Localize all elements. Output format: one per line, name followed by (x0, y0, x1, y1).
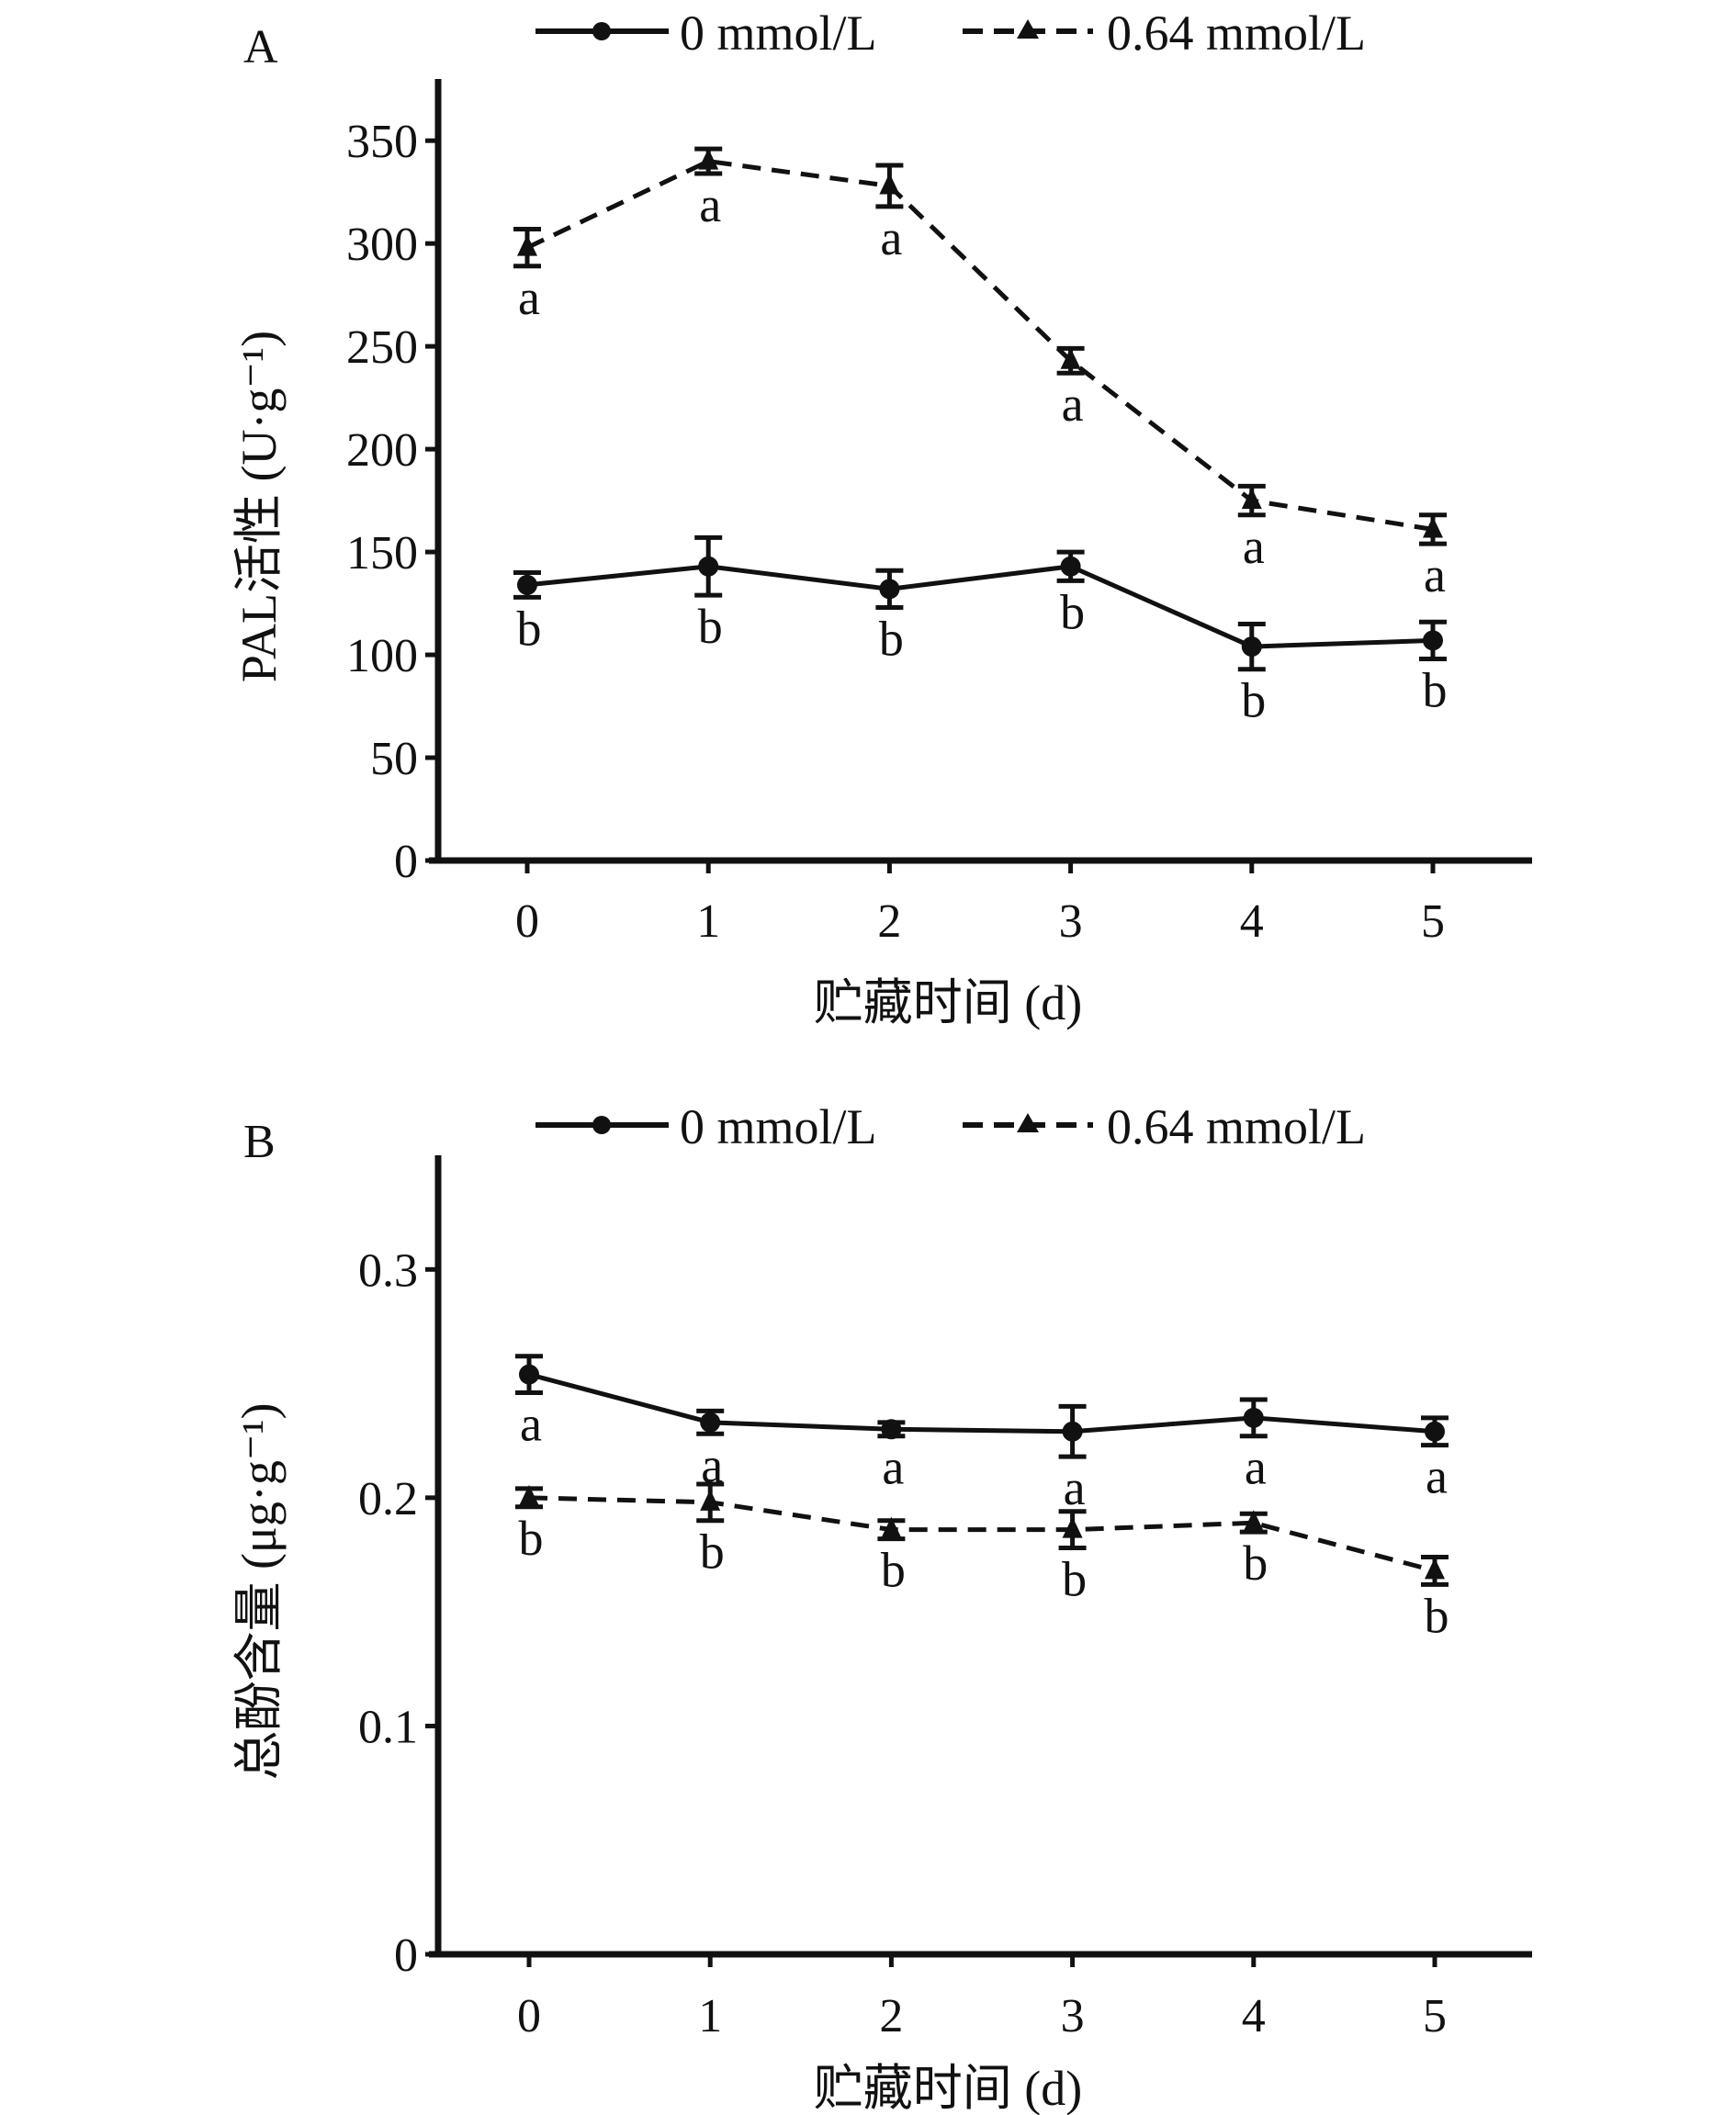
significance-letter: a (518, 270, 540, 325)
legend-marker-circle (592, 1116, 611, 1134)
significance-letter: b (879, 612, 904, 667)
legend-label-treated: 0.64 mmol/L (1107, 6, 1366, 61)
legend-marker-triangle (1017, 1113, 1039, 1132)
x-tick-label: 3 (1061, 1990, 1085, 2042)
legend: 0 mmol/L 0.64 mmol/L (535, 6, 1366, 61)
significance-letter: a (880, 210, 902, 265)
significance-letter: b (698, 599, 723, 654)
x-tick-label: 2 (877, 895, 901, 948)
x-tick-label: 0 (517, 1990, 541, 2042)
series-control: aa a a a a (515, 1354, 1449, 1515)
significance-letter: b (519, 1511, 544, 1566)
x-tick-label: 4 (1242, 1990, 1266, 2042)
data-point (1425, 1558, 1445, 1580)
data-point (698, 556, 719, 577)
y-tick-label: 150 (346, 527, 418, 579)
data-point (1425, 1421, 1445, 1442)
significance-letter: a (699, 177, 721, 232)
significance-letter: a (1062, 377, 1084, 432)
data-point (1060, 347, 1081, 369)
series-treated: b b b b b b (515, 1481, 1449, 1643)
y-tick-label: 0.3 (358, 1244, 418, 1297)
significance-letter: b (1060, 584, 1085, 639)
y-tick-label: 50 (370, 733, 418, 785)
significance-letter: b (517, 601, 542, 656)
y-tick-label: 0 (394, 836, 418, 888)
x-axis-title: 贮藏时间 (d) (814, 2061, 1082, 2115)
y-tick-label: 100 (346, 630, 418, 682)
significance-letter: a (1245, 1440, 1267, 1495)
data-point (519, 1364, 539, 1385)
data-point (1243, 1407, 1264, 1428)
data-point (1423, 630, 1443, 651)
data-point (1062, 1421, 1083, 1442)
legend-marker-triangle (1017, 19, 1039, 39)
data-point (881, 1516, 902, 1538)
data-point (881, 1419, 902, 1440)
data-point (700, 1412, 721, 1433)
significance-letter: b (1062, 1552, 1087, 1607)
significance-letter: b (700, 1524, 725, 1580)
x-tick-label: 5 (1421, 895, 1445, 948)
legend: 0 mmol/L 0.64 mmol/L (535, 1099, 1366, 1154)
y-tick-label: 0.1 (358, 1701, 418, 1753)
series-line (525, 159, 1434, 532)
significance-letter: b (881, 1543, 906, 1598)
data-point (700, 1489, 721, 1511)
panel-b: B 0 mmol/L 0.64 mmol/L 0 0.1 0.2 0.3 0 1 2 3 4 5 贮藏时间… (231, 1099, 1532, 2115)
y-tick-label: 250 (346, 321, 418, 374)
y-tick-label: 0 (394, 1929, 418, 1982)
legend-label-treated: 0.64 mmol/L (1107, 1099, 1366, 1154)
panel-label: A (243, 21, 278, 73)
y-tick-label: 350 (346, 116, 418, 168)
series-line (528, 1495, 1436, 1573)
data-point (698, 148, 719, 170)
data-point (1241, 636, 1262, 658)
y-tick-label: 0.2 (358, 1473, 418, 1525)
x-tick-label: 3 (1059, 895, 1083, 948)
data-point (517, 234, 537, 256)
legend-label-control: 0 mmol/L (680, 6, 877, 61)
y-tick-label: 300 (346, 219, 418, 271)
data-point (1241, 488, 1262, 510)
data-point (1423, 516, 1443, 538)
y-tick-label: 200 (346, 424, 418, 477)
data-point (1243, 1510, 1264, 1532)
x-tick-label: 4 (1240, 895, 1264, 948)
significance-letter: a (1064, 1460, 1086, 1515)
significance-letter: a (520, 1397, 542, 1452)
x-tick-label: 1 (698, 1990, 722, 2042)
significance-letter: a (882, 1440, 904, 1495)
data-point (1062, 1516, 1083, 1538)
legend-label-control: 0 mmol/L (680, 1099, 877, 1154)
series-control: b b b b b b (513, 534, 1448, 728)
significance-letter: a (1243, 519, 1265, 574)
x-tick-label: 2 (879, 1990, 903, 2042)
data-point (519, 1484, 539, 1506)
series-treated: a a a a a a (513, 146, 1447, 602)
significance-letter: a (1426, 1449, 1448, 1504)
x-axis-title: 贮藏时间 (d) (814, 975, 1082, 1030)
data-point (517, 574, 537, 595)
significance-letter: b (1425, 1588, 1449, 1643)
series-line (526, 564, 1434, 649)
data-point (1060, 556, 1081, 577)
y-axis-title: 总酚含量 (μg·g⁻¹) (231, 1402, 287, 1780)
panel-label: B (243, 1116, 276, 1168)
significance-letter: b (1241, 673, 1266, 728)
data-point (879, 173, 900, 195)
significance-letter: b (1423, 663, 1448, 718)
y-axis-title: PAL活性 (U·g⁻¹) (231, 331, 287, 682)
x-tick-label: 1 (696, 895, 720, 948)
legend-marker-circle (592, 22, 611, 40)
series-line (528, 1372, 1436, 1434)
significance-letter: a (1424, 547, 1446, 602)
significance-letter: b (1243, 1536, 1268, 1591)
data-point (879, 579, 900, 600)
x-tick-label: 5 (1423, 1990, 1447, 2042)
x-tick-label: 0 (515, 895, 539, 948)
